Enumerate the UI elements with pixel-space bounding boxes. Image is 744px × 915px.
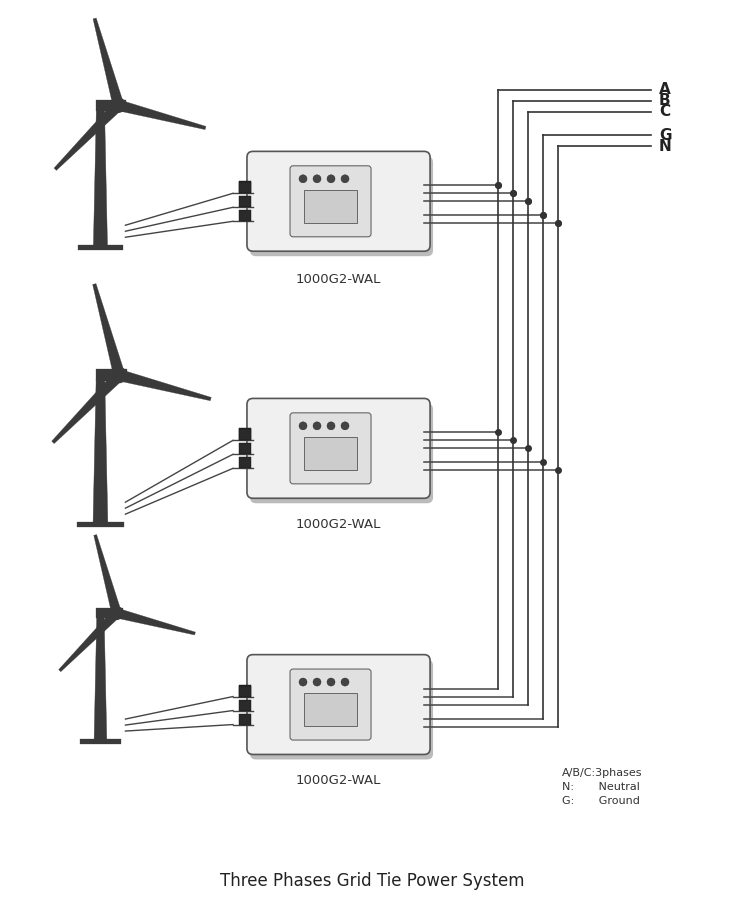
Bar [239,685,251,696]
Bar [77,522,124,527]
Bar [239,444,251,455]
Polygon shape [59,609,120,672]
Bar [239,429,251,440]
Text: N: N [659,139,672,154]
Circle shape [299,175,307,183]
Bar [239,428,251,440]
Text: C: C [659,104,670,119]
Circle shape [313,422,321,430]
Bar [78,245,123,250]
Text: A/B/C:3phases: A/B/C:3phases [562,769,642,778]
FancyBboxPatch shape [290,413,371,484]
Circle shape [341,678,349,686]
Bar [96,100,126,111]
Text: G:       Ground: G: Ground [562,796,640,805]
Bar [96,370,127,381]
FancyBboxPatch shape [250,404,433,503]
Circle shape [299,422,307,430]
Text: N:       Neutral: N: Neutral [562,782,640,791]
Polygon shape [118,370,211,401]
Bar [304,694,357,726]
Circle shape [327,422,335,430]
Circle shape [313,678,321,686]
FancyBboxPatch shape [247,151,430,252]
Text: 1000G2-WAL: 1000G2-WAL [296,774,381,787]
Polygon shape [93,284,125,377]
Circle shape [327,175,335,183]
Circle shape [299,678,307,686]
Circle shape [112,98,126,113]
Bar [304,190,357,222]
Polygon shape [51,371,124,444]
Bar [80,739,121,744]
FancyBboxPatch shape [247,654,430,755]
Polygon shape [54,102,122,170]
Bar [239,458,251,468]
Circle shape [327,678,335,686]
Bar [239,182,251,193]
Circle shape [341,175,349,183]
Text: A: A [659,82,671,97]
Bar [239,684,251,696]
Bar [97,608,124,618]
Polygon shape [94,534,121,614]
Text: 1000G2-WAL: 1000G2-WAL [296,518,381,531]
Polygon shape [93,375,108,522]
Circle shape [110,607,123,619]
Circle shape [313,175,321,183]
Polygon shape [94,613,106,739]
Polygon shape [94,105,107,245]
Text: 1000G2-WAL: 1000G2-WAL [296,273,381,285]
FancyBboxPatch shape [250,156,433,256]
Text: Three Phases Grid Tie Power System: Three Phases Grid Tie Power System [219,872,525,890]
Circle shape [341,422,349,430]
Bar [304,437,357,469]
Bar [239,700,251,711]
Bar [239,197,251,208]
Polygon shape [115,608,196,635]
Polygon shape [117,100,206,130]
FancyBboxPatch shape [250,660,433,759]
FancyBboxPatch shape [290,669,371,740]
Text: G: G [659,128,672,143]
FancyBboxPatch shape [290,166,371,237]
Bar [239,210,251,221]
Bar [239,181,251,193]
Polygon shape [93,18,124,107]
FancyBboxPatch shape [247,398,430,499]
Circle shape [112,368,126,382]
Text: B: B [659,93,670,108]
Bar [239,714,251,725]
